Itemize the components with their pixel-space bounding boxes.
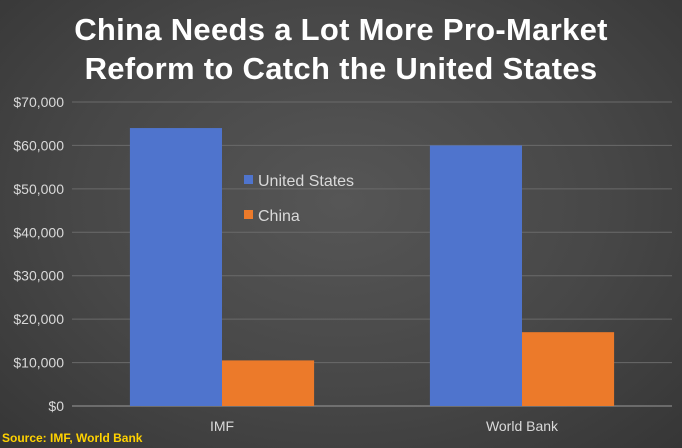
- legend-label: United States: [258, 173, 354, 190]
- bar-china: [222, 360, 315, 406]
- chart-subtitle: Reform to Catch the United States: [84, 51, 598, 86]
- bar-united-states: [129, 128, 222, 407]
- bar-united-states: [429, 145, 522, 406]
- y-tick-label: $70,000: [13, 94, 64, 110]
- y-tick-label: $60,000: [13, 137, 64, 153]
- x-tick-label: World Bank: [486, 418, 559, 434]
- legend-label: China: [258, 208, 300, 225]
- source-note: Source: IMF, World Bank: [2, 431, 143, 445]
- y-tick-label: $0: [48, 398, 64, 414]
- chart-title: China Needs a Lot More Pro-Market: [74, 12, 608, 47]
- y-tick-label: $30,000: [13, 268, 64, 284]
- legend-swatch: [244, 210, 253, 219]
- y-tick-label: $20,000: [13, 311, 64, 327]
- y-tick-label: $50,000: [13, 181, 64, 197]
- bar-china: [522, 332, 615, 406]
- x-tick-label: IMF: [210, 418, 234, 434]
- y-tick-label: $10,000: [13, 355, 64, 371]
- y-tick-label: $40,000: [13, 224, 64, 240]
- legend-swatch: [244, 175, 253, 184]
